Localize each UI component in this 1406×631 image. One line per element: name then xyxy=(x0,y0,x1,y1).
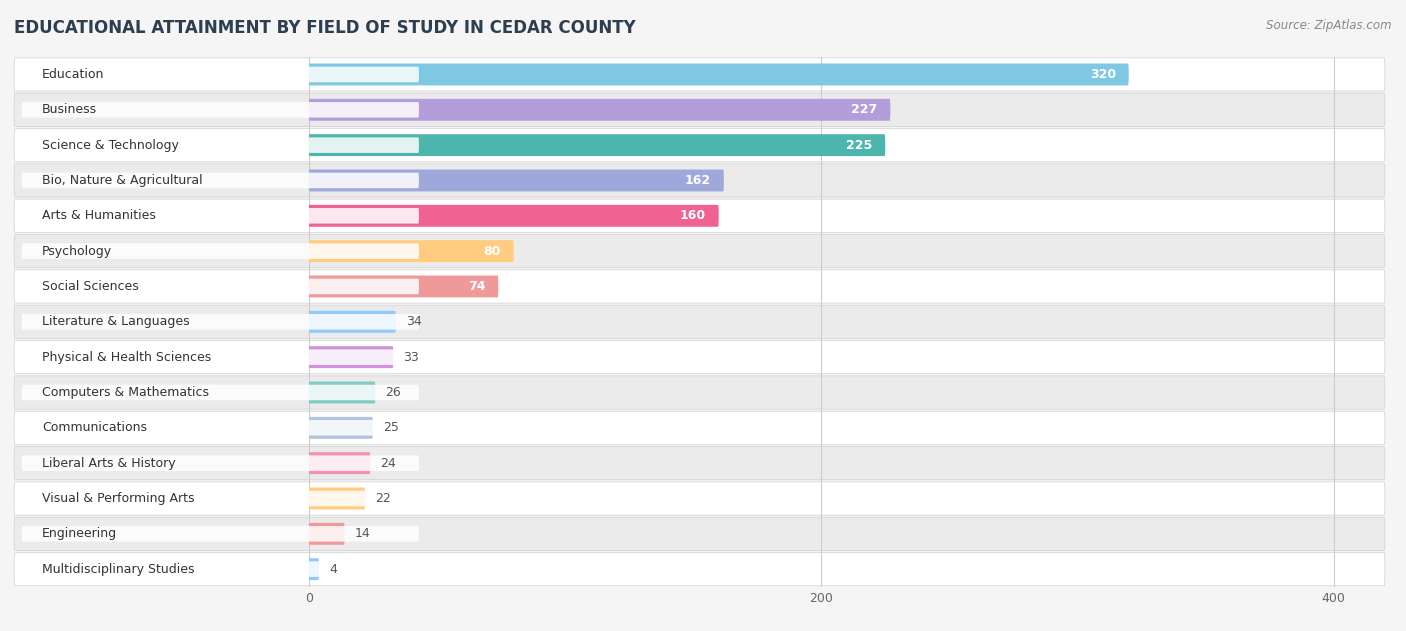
Text: Literature & Languages: Literature & Languages xyxy=(42,316,190,328)
FancyBboxPatch shape xyxy=(309,240,513,262)
FancyBboxPatch shape xyxy=(21,350,419,365)
Text: Social Sciences: Social Sciences xyxy=(42,280,139,293)
FancyBboxPatch shape xyxy=(309,558,319,580)
FancyBboxPatch shape xyxy=(309,346,394,368)
Text: Visual & Performing Arts: Visual & Performing Arts xyxy=(42,492,195,505)
Text: 74: 74 xyxy=(468,280,485,293)
Text: 33: 33 xyxy=(404,351,419,363)
FancyBboxPatch shape xyxy=(21,138,419,153)
FancyBboxPatch shape xyxy=(309,99,890,121)
FancyBboxPatch shape xyxy=(14,447,1385,480)
Text: 160: 160 xyxy=(679,209,706,222)
FancyBboxPatch shape xyxy=(21,208,419,223)
Text: 24: 24 xyxy=(381,457,396,469)
FancyBboxPatch shape xyxy=(21,562,419,577)
Text: Psychology: Psychology xyxy=(42,245,112,257)
Text: Bio, Nature & Agricultural: Bio, Nature & Agricultural xyxy=(42,174,202,187)
FancyBboxPatch shape xyxy=(14,235,1385,268)
Text: Science & Technology: Science & Technology xyxy=(42,139,179,151)
FancyBboxPatch shape xyxy=(14,270,1385,303)
FancyBboxPatch shape xyxy=(309,382,375,403)
FancyBboxPatch shape xyxy=(309,64,1129,85)
FancyBboxPatch shape xyxy=(21,526,419,541)
Text: Engineering: Engineering xyxy=(42,528,117,540)
Text: 225: 225 xyxy=(846,139,873,151)
FancyBboxPatch shape xyxy=(309,205,718,227)
FancyBboxPatch shape xyxy=(21,420,419,435)
Text: Education: Education xyxy=(42,68,104,81)
FancyBboxPatch shape xyxy=(14,58,1385,91)
FancyBboxPatch shape xyxy=(14,129,1385,162)
FancyBboxPatch shape xyxy=(14,517,1385,550)
Text: Communications: Communications xyxy=(42,422,148,434)
Text: Physical & Health Sciences: Physical & Health Sciences xyxy=(42,351,211,363)
Text: EDUCATIONAL ATTAINMENT BY FIELD OF STUDY IN CEDAR COUNTY: EDUCATIONAL ATTAINMENT BY FIELD OF STUDY… xyxy=(14,19,636,37)
FancyBboxPatch shape xyxy=(14,341,1385,374)
Text: 22: 22 xyxy=(375,492,391,505)
FancyBboxPatch shape xyxy=(309,523,344,545)
Text: 26: 26 xyxy=(385,386,401,399)
FancyBboxPatch shape xyxy=(21,102,419,117)
FancyBboxPatch shape xyxy=(309,452,370,474)
FancyBboxPatch shape xyxy=(14,305,1385,338)
Text: 34: 34 xyxy=(406,316,422,328)
FancyBboxPatch shape xyxy=(14,199,1385,232)
Text: 4: 4 xyxy=(329,563,337,575)
FancyBboxPatch shape xyxy=(309,488,366,509)
FancyBboxPatch shape xyxy=(14,411,1385,444)
FancyBboxPatch shape xyxy=(21,244,419,259)
Text: Business: Business xyxy=(42,103,97,116)
Text: 320: 320 xyxy=(1090,68,1116,81)
FancyBboxPatch shape xyxy=(21,314,419,329)
FancyBboxPatch shape xyxy=(14,376,1385,409)
FancyBboxPatch shape xyxy=(309,311,396,333)
FancyBboxPatch shape xyxy=(14,93,1385,126)
FancyBboxPatch shape xyxy=(14,482,1385,515)
FancyBboxPatch shape xyxy=(21,173,419,188)
Text: Multidisciplinary Studies: Multidisciplinary Studies xyxy=(42,563,195,575)
FancyBboxPatch shape xyxy=(14,553,1385,586)
Text: 25: 25 xyxy=(382,422,399,434)
Text: 14: 14 xyxy=(354,528,371,540)
Text: 227: 227 xyxy=(851,103,877,116)
FancyBboxPatch shape xyxy=(309,170,724,191)
FancyBboxPatch shape xyxy=(21,279,419,294)
Text: Source: ZipAtlas.com: Source: ZipAtlas.com xyxy=(1267,19,1392,32)
Text: 162: 162 xyxy=(685,174,711,187)
Text: Arts & Humanities: Arts & Humanities xyxy=(42,209,156,222)
Text: 80: 80 xyxy=(484,245,501,257)
FancyBboxPatch shape xyxy=(21,67,419,82)
FancyBboxPatch shape xyxy=(21,491,419,506)
FancyBboxPatch shape xyxy=(309,417,373,439)
Text: Computers & Mathematics: Computers & Mathematics xyxy=(42,386,209,399)
FancyBboxPatch shape xyxy=(309,276,498,297)
FancyBboxPatch shape xyxy=(21,456,419,471)
FancyBboxPatch shape xyxy=(14,164,1385,197)
FancyBboxPatch shape xyxy=(21,385,419,400)
FancyBboxPatch shape xyxy=(309,134,886,156)
Text: Liberal Arts & History: Liberal Arts & History xyxy=(42,457,176,469)
